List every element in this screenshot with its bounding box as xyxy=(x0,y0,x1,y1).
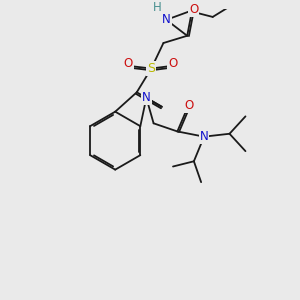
Text: O: O xyxy=(184,99,194,112)
Text: O: O xyxy=(123,57,133,70)
Text: O: O xyxy=(189,3,199,16)
Text: N: N xyxy=(142,91,151,104)
Text: O: O xyxy=(168,57,177,70)
Text: N: N xyxy=(200,130,208,143)
Text: N: N xyxy=(162,13,171,26)
Text: H: H xyxy=(153,1,161,14)
Text: S: S xyxy=(147,62,155,75)
